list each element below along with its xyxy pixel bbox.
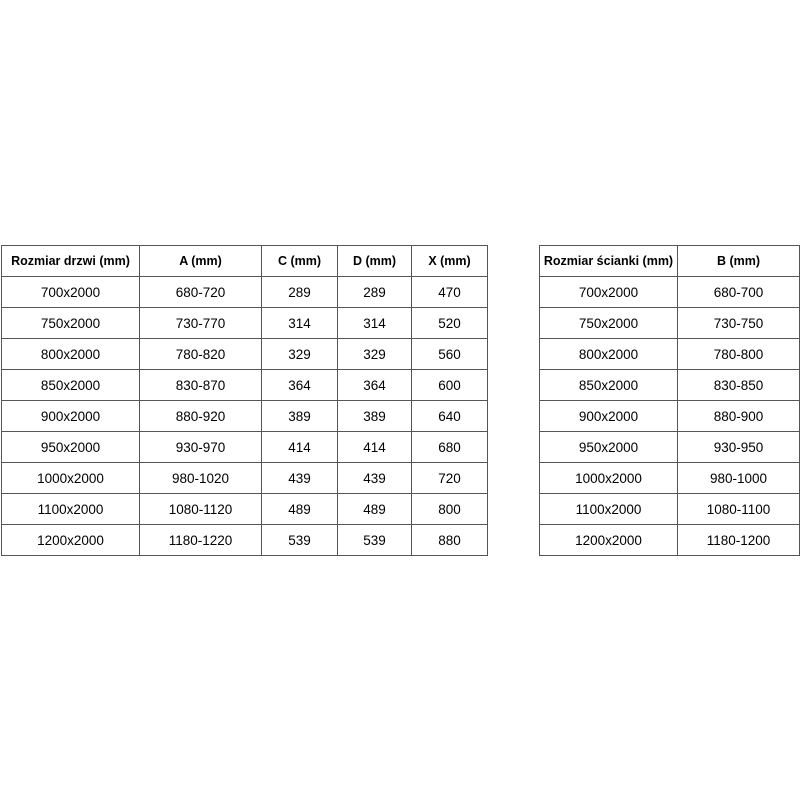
table-cell: 489 [337,493,412,525]
table-row: 800x2000 780-820 329 329 560 [1,338,488,370]
column-header: C (mm) [261,245,338,277]
table-cell: 780-800 [677,338,800,370]
table-cell: 880-920 [139,400,262,432]
table-cell: 439 [337,462,412,494]
table-row: 1000x2000 980-1000 [539,462,800,494]
table-row: 1000x2000 980-1020 439 439 720 [1,462,488,494]
column-header: Rozmiar ścianki (mm) [539,245,678,277]
table-cell: 389 [337,400,412,432]
table-cell: 439 [261,462,338,494]
table-cell: 700x2000 [539,276,678,308]
table-cell: 680-700 [677,276,800,308]
table-row: 850x2000 830-850 [539,369,800,401]
table-cell: 1100x2000 [1,493,140,525]
table-cell: 470 [411,276,488,308]
table-cell: 880 [411,524,488,556]
table-cell: 1200x2000 [1,524,140,556]
table-cell: 1180-1200 [677,524,800,556]
table-cell: 800x2000 [539,338,678,370]
column-header: B (mm) [677,245,800,277]
table-cell: 730-750 [677,307,800,339]
column-header: X (mm) [411,245,488,277]
table-cell: 314 [337,307,412,339]
table-cell: 289 [261,276,338,308]
table-cell: 1080-1100 [677,493,800,525]
table-cell: 489 [261,493,338,525]
table-row: 800x2000 780-800 [539,338,800,370]
table-row: 900x2000 880-900 [539,400,800,432]
table-row: 700x2000 680-720 289 289 470 [1,276,488,308]
table-header-row: Rozmiar ścianki (mm) B (mm) [539,245,800,277]
table-cell: 800x2000 [1,338,140,370]
table-cell: 539 [261,524,338,556]
table-cell: 1000x2000 [1,462,140,494]
table-cell: 900x2000 [539,400,678,432]
table-row: 950x2000 930-970 414 414 680 [1,431,488,463]
table-cell: 680 [411,431,488,463]
table-cell: 730-770 [139,307,262,339]
table-cell: 414 [337,431,412,463]
table-cell: 750x2000 [1,307,140,339]
table-cell: 720 [411,462,488,494]
table-cell: 950x2000 [539,431,678,463]
table-cell: 950x2000 [1,431,140,463]
table-cell: 1100x2000 [539,493,678,525]
table-cell: 600 [411,369,488,401]
table-cell: 930-950 [677,431,800,463]
table-cell: 980-1020 [139,462,262,494]
table-cell: 329 [261,338,338,370]
table-row: 750x2000 730-750 [539,307,800,339]
table-cell: 414 [261,431,338,463]
table-cell: 640 [411,400,488,432]
table-cell: 364 [261,369,338,401]
table-cell: 930-970 [139,431,262,463]
table-cell: 1180-1220 [139,524,262,556]
table-cell: 850x2000 [539,369,678,401]
table-cell: 830-850 [677,369,800,401]
table-cell: 880-900 [677,400,800,432]
table-cell: 329 [337,338,412,370]
table-cell: 800 [411,493,488,525]
table-row: 1100x2000 1080-1100 [539,493,800,525]
column-header: Rozmiar drzwi (mm) [1,245,140,277]
table-cell: 900x2000 [1,400,140,432]
table-cell: 980-1000 [677,462,800,494]
table-row: 900x2000 880-920 389 389 640 [1,400,488,432]
door-size-table: Rozmiar drzwi (mm) A (mm) C (mm) D (mm) X (m… [1,245,488,556]
table-cell: 700x2000 [1,276,140,308]
table-cell: 680-720 [139,276,262,308]
column-header: D (mm) [337,245,412,277]
table-cell: 1200x2000 [539,524,678,556]
table-row: 950x2000 930-950 [539,431,800,463]
table-cell: 560 [411,338,488,370]
table-cell: 750x2000 [539,307,678,339]
table-row: 850x2000 830-870 364 364 600 [1,369,488,401]
table-row: 1200x2000 1180-1220 539 539 880 [1,524,488,556]
table-cell: 830-870 [139,369,262,401]
table-cell: 539 [337,524,412,556]
table-cell: 289 [337,276,412,308]
table-cell: 520 [411,307,488,339]
table-row: 1200x2000 1180-1200 [539,524,800,556]
table-cell: 314 [261,307,338,339]
table-cell: 1000x2000 [539,462,678,494]
wall-size-table: Rozmiar ścianki (mm) B (mm) 700x2000 680-7… [539,245,800,556]
table-cell: 1080-1120 [139,493,262,525]
table-cell: 850x2000 [1,369,140,401]
table-row: 1100x2000 1080-1120 489 489 800 [1,493,488,525]
table-header-row: Rozmiar drzwi (mm) A (mm) C (mm) D (mm) X (m… [1,245,488,277]
table-cell: 389 [261,400,338,432]
column-header: A (mm) [139,245,262,277]
table-row: 700x2000 680-700 [539,276,800,308]
table-row: 750x2000 730-770 314 314 520 [1,307,488,339]
table-cell: 780-820 [139,338,262,370]
table-cell: 364 [337,369,412,401]
